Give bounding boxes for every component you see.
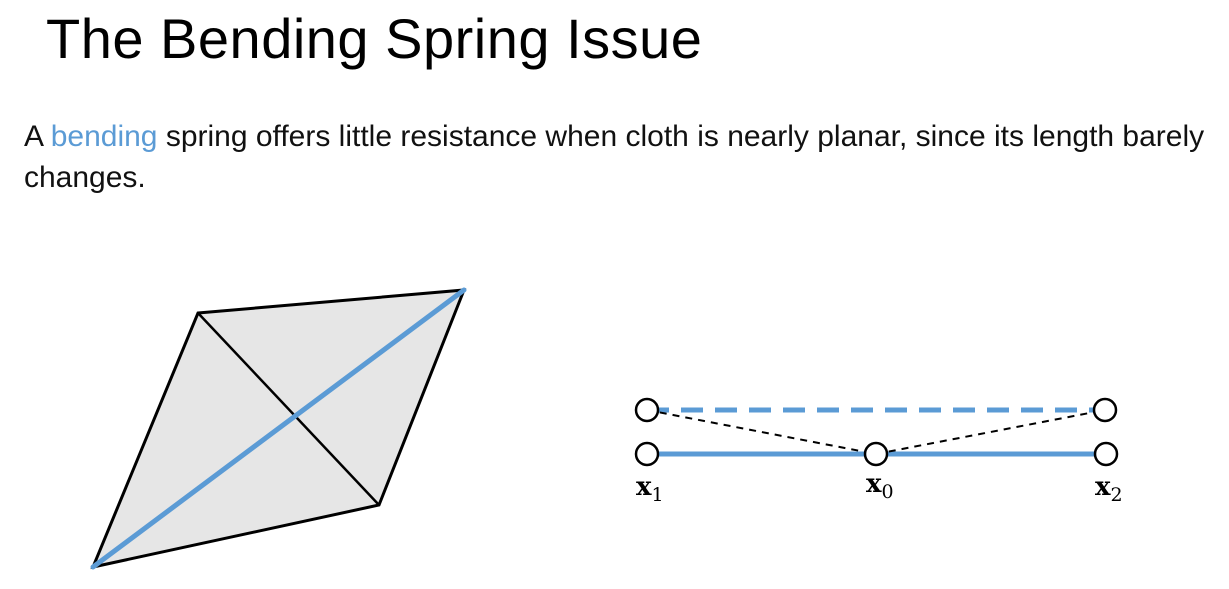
particle-x1-bent [634, 397, 660, 423]
particle-x0 [863, 441, 889, 467]
body-prefix: A [24, 120, 51, 153]
label-x1: x1 [636, 472, 664, 506]
particle-x2 [1093, 441, 1119, 467]
body-suffix: spring offers little resistance when clo… [24, 120, 1205, 194]
label-x2: x2 [1095, 472, 1123, 506]
particle-chain-diagram: x1 x0 x2 [634, 397, 1123, 506]
shared-edge [197, 312, 380, 506]
label-x0: x0 [866, 469, 894, 503]
slide-title: The Bending Spring Issue [46, 7, 703, 70]
bent-edge-left [646, 409, 877, 455]
bending-spring-line [90, 287, 467, 570]
slide-body-text: A bending spring offers little resistanc… [24, 116, 1224, 198]
cloth-triangles [90, 287, 467, 570]
bending-highlight: bending [50, 120, 158, 153]
particle-x2-bent [1092, 397, 1118, 423]
bent-edge-right [875, 409, 1106, 455]
particle-x1 [634, 441, 660, 467]
